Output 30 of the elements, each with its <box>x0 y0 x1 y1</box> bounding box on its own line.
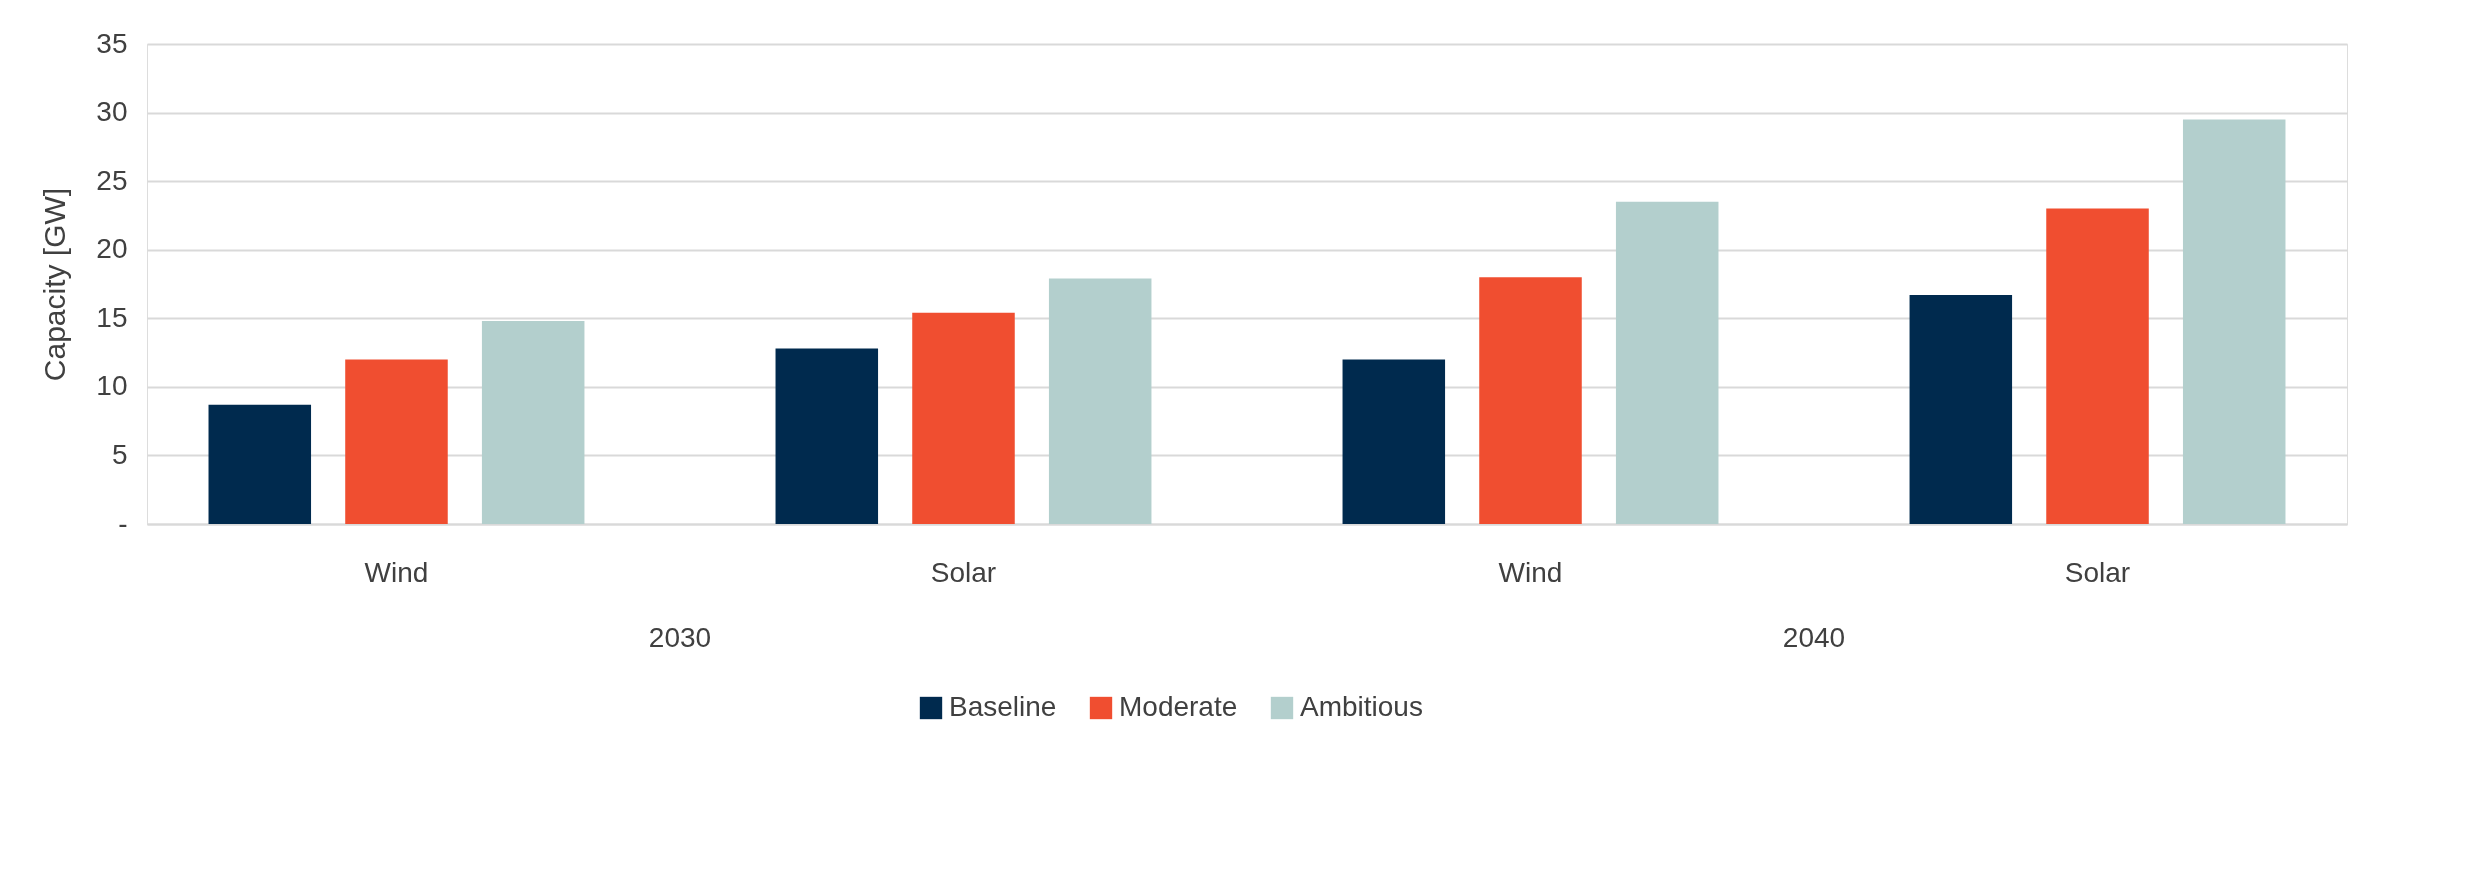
y-tick-label: 35 <box>96 27 128 59</box>
y-axis-title: Capacity [GW] <box>38 187 72 382</box>
y-tick-label: - <box>118 507 128 539</box>
y-tick-label: 25 <box>96 164 128 196</box>
bar <box>2182 119 2286 524</box>
x-tick-label: Solar <box>930 556 997 588</box>
y-tick-label: 5 <box>111 438 128 470</box>
bar <box>2046 208 2149 524</box>
bar <box>481 321 585 524</box>
bar <box>775 348 879 524</box>
bar <box>1909 294 2013 524</box>
bar <box>1479 277 1582 524</box>
text: 2030 <box>648 622 712 653</box>
bar <box>1048 278 1152 524</box>
bar <box>208 404 312 524</box>
x-tick-label: Solar <box>2064 556 2131 588</box>
y-tick-label: 30 <box>96 96 128 128</box>
y-tick-label: 15 <box>96 301 128 333</box>
legend-label: Ambitious <box>1300 691 1423 722</box>
bar <box>1615 201 1719 524</box>
y-tick-label: 10 <box>96 370 128 402</box>
x-tick-label: Wind <box>364 556 429 588</box>
bar <box>1342 359 1446 524</box>
x-tick-label: Wind <box>1498 556 1563 588</box>
y-tick-label: 20 <box>96 233 128 265</box>
bar <box>345 359 448 524</box>
legend-label: Moderate <box>1119 691 1238 722</box>
legend-label: Baseline <box>949 691 1057 722</box>
text: 2040 <box>1782 622 1846 653</box>
bar <box>912 312 1015 524</box>
